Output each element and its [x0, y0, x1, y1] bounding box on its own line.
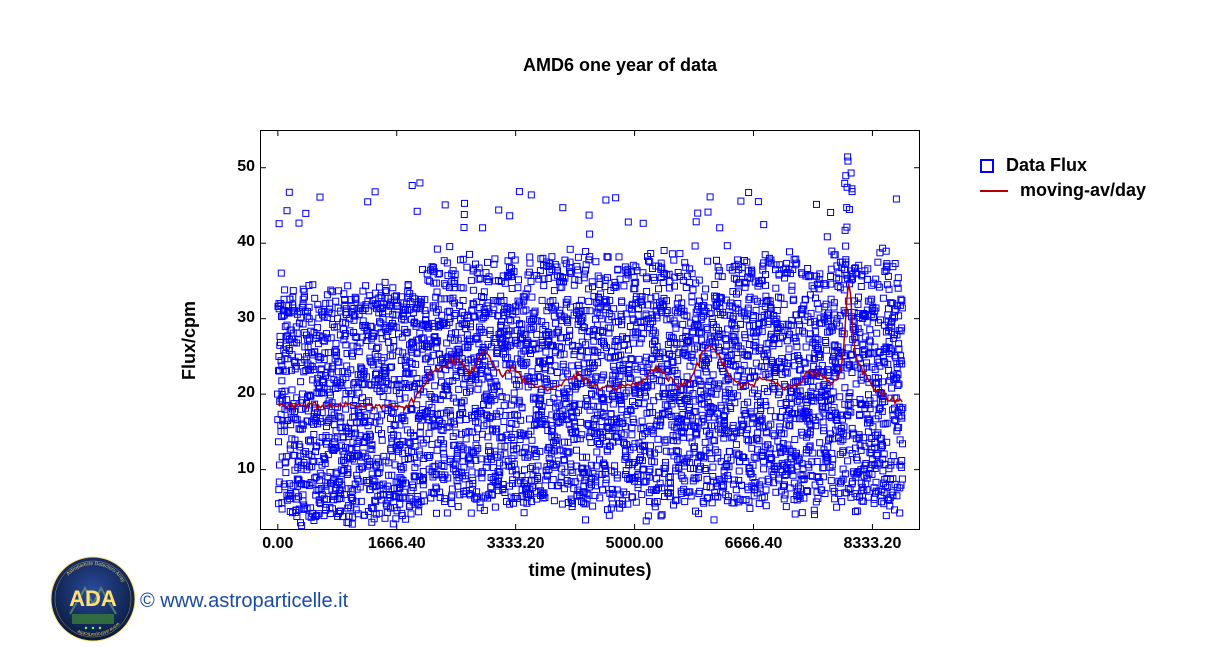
legend-label: moving-av/day — [1020, 180, 1146, 201]
x-tick-label: 1666.40 — [368, 535, 426, 553]
chart-svg — [0, 0, 1205, 643]
y-tick-label: 20 — [195, 384, 255, 402]
legend: Data Flux moving-av/day — [980, 155, 1146, 205]
x-tick-label: 5000.00 — [606, 535, 664, 553]
y-tick-label: 40 — [195, 233, 255, 251]
legend-label: Data Flux — [1006, 155, 1087, 176]
ada-logo: ADA Astroparticle Detectors Array www.as… — [50, 556, 136, 642]
attribution-text: © www.astroparticelle.it — [140, 590, 348, 613]
ada-logo-svg: ADA Astroparticle Detectors Array www.as… — [50, 556, 136, 642]
scatter-series — [275, 154, 906, 529]
x-tick-label: 6666.40 — [725, 535, 783, 553]
y-tick-label: 30 — [195, 309, 255, 327]
legend-item-moving-av: moving-av/day — [980, 180, 1146, 201]
x-tick-label: 0.00 — [262, 535, 293, 553]
logo-text: ADA — [69, 586, 117, 611]
y-tick-label: 10 — [195, 460, 255, 478]
legend-item-data-flux: Data Flux — [980, 155, 1146, 176]
x-tick-label: 8333.20 — [844, 535, 902, 553]
y-tick-label: 50 — [195, 158, 255, 176]
x-tick-label: 3333.20 — [487, 535, 545, 553]
line-icon — [980, 190, 1008, 192]
open-square-icon — [980, 159, 994, 173]
